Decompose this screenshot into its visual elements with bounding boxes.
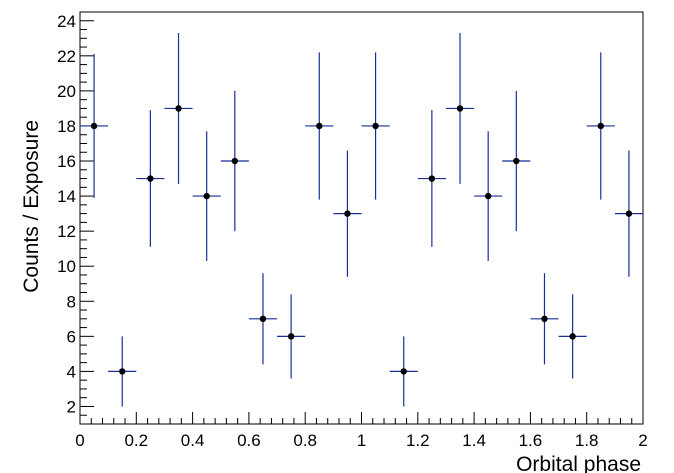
point-marker bbox=[569, 333, 576, 340]
data-point bbox=[502, 90, 531, 232]
x-tick-label: 0 bbox=[75, 431, 84, 450]
data-point bbox=[333, 150, 362, 277]
point-marker bbox=[400, 368, 407, 375]
y-tick-label: 10 bbox=[57, 257, 76, 276]
y-tick-label: 12 bbox=[57, 222, 76, 241]
x-tick-label: 2 bbox=[638, 431, 647, 450]
point-marker bbox=[484, 192, 492, 200]
y-tick-label: 8 bbox=[67, 292, 76, 311]
y-axis-label: Counts / Exposure bbox=[20, 120, 43, 293]
x-tick-label: 1.8 bbox=[575, 431, 599, 450]
point-marker bbox=[147, 175, 154, 182]
data-point bbox=[248, 273, 278, 365]
data-point bbox=[417, 110, 446, 247]
x-axis-label: Orbital phase bbox=[516, 453, 641, 473]
point-marker bbox=[175, 105, 182, 112]
point-marker bbox=[597, 122, 604, 130]
plot-frame bbox=[79, 11, 644, 425]
data-point bbox=[586, 52, 615, 200]
y-tick-label: 20 bbox=[57, 82, 76, 101]
data-point bbox=[389, 336, 418, 407]
data-point bbox=[305, 52, 334, 200]
y-tick-label: 4 bbox=[67, 362, 76, 381]
data-point bbox=[192, 131, 221, 261]
data-point bbox=[108, 336, 137, 407]
y-tick-label: 14 bbox=[57, 187, 76, 206]
data-point bbox=[614, 150, 643, 277]
y-tick-label: 2 bbox=[67, 397, 76, 416]
data-point bbox=[220, 90, 249, 232]
x-tick-label: 0.2 bbox=[124, 431, 148, 450]
point-marker bbox=[90, 122, 98, 130]
point-marker bbox=[513, 157, 520, 165]
point-marker bbox=[428, 175, 436, 182]
y-tick-label: 24 bbox=[57, 12, 76, 31]
point-marker bbox=[259, 315, 267, 323]
data-point bbox=[530, 273, 559, 365]
x-tick-label: 0.8 bbox=[293, 431, 317, 450]
y-tick-label: 22 bbox=[57, 47, 76, 66]
point-marker bbox=[625, 210, 633, 217]
y-tick-label: 16 bbox=[57, 152, 76, 171]
y-tick-label: 18 bbox=[57, 117, 76, 136]
point-marker bbox=[316, 122, 323, 130]
data-point bbox=[277, 294, 306, 379]
point-marker bbox=[456, 105, 464, 112]
point-marker bbox=[372, 122, 379, 130]
data-point bbox=[445, 33, 475, 184]
data-point bbox=[558, 294, 587, 379]
point-marker bbox=[119, 368, 126, 375]
data-point bbox=[136, 110, 165, 247]
x-tick-label: 0.6 bbox=[237, 431, 261, 450]
x-tick-label: 0.4 bbox=[181, 431, 205, 450]
x-tick-label: 1.6 bbox=[519, 431, 543, 450]
x-axis-ticks: 0 0.2 0.4 0.6 0.8 1 1.2 1.4 1.6 1.8 2 bbox=[75, 412, 648, 450]
point-marker bbox=[541, 315, 548, 323]
data-point bbox=[361, 52, 390, 200]
data-points bbox=[80, 33, 643, 407]
x-tick-label: 1 bbox=[357, 431, 366, 450]
point-marker bbox=[344, 210, 351, 217]
data-point bbox=[164, 33, 193, 184]
data-point bbox=[474, 131, 503, 261]
data-point bbox=[80, 54, 109, 198]
y-tick-label: 6 bbox=[67, 327, 76, 346]
x-tick-label: 1.4 bbox=[462, 431, 486, 450]
point-marker bbox=[203, 192, 210, 200]
point-marker bbox=[287, 333, 295, 340]
x-tick-label: 1.2 bbox=[406, 431, 430, 450]
point-marker bbox=[231, 157, 239, 165]
